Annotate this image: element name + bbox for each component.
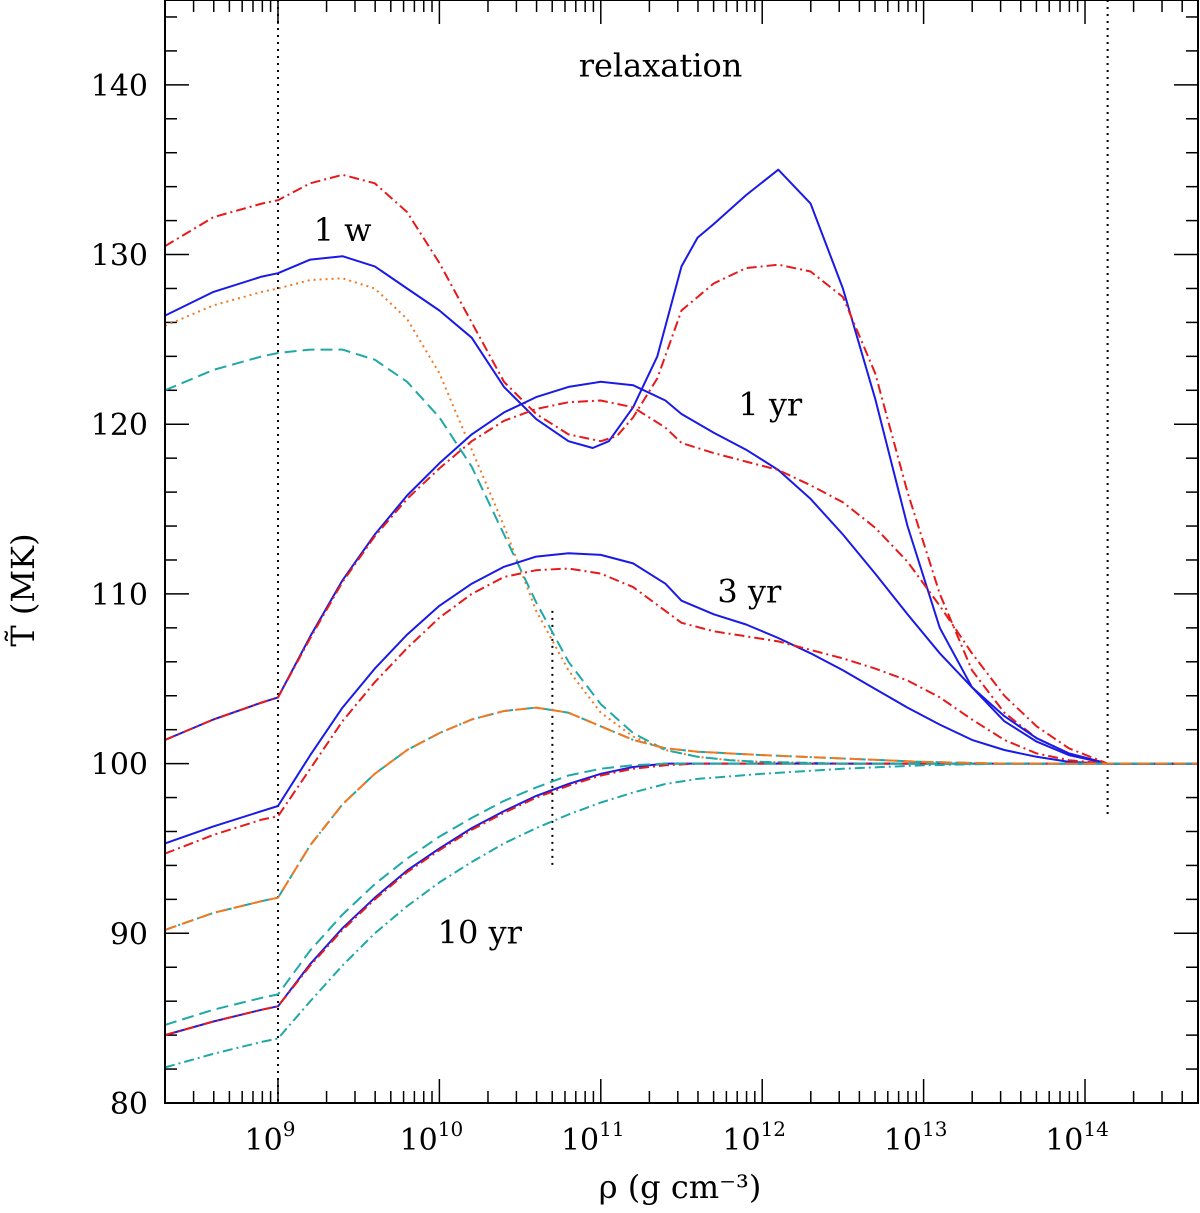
series-line bbox=[164, 762, 1198, 1026]
series-line bbox=[164, 168, 1198, 765]
x-tick-labels: 109 1010 1011 1012 1013 1014 bbox=[245, 1117, 1109, 1158]
x-axis-label: ρ (g cm⁻³) bbox=[599, 1168, 762, 1206]
series-line bbox=[164, 567, 1198, 855]
plot-frame bbox=[164, 0, 1199, 1104]
series-line bbox=[164, 348, 1198, 765]
x-tick-label: 109 bbox=[245, 1117, 296, 1158]
x-tick-label: 1010 bbox=[400, 1117, 464, 1158]
series-group bbox=[164, 168, 1198, 1069]
series-line bbox=[164, 762, 1198, 1037]
series-line bbox=[164, 706, 1198, 931]
y-tick-label: 110 bbox=[91, 578, 148, 613]
x-tick-label: 1013 bbox=[884, 1117, 948, 1158]
series-line bbox=[164, 762, 1198, 1037]
annotation-label: 1 yr bbox=[738, 386, 803, 424]
series-line bbox=[164, 277, 1198, 765]
series-line bbox=[164, 380, 1198, 765]
series-line bbox=[164, 173, 1198, 765]
x-tick-label: 1011 bbox=[561, 1117, 625, 1158]
series-line bbox=[164, 762, 1198, 1069]
axis-ticks bbox=[164, 0, 1199, 1104]
annotation-label: 1 w bbox=[314, 211, 372, 249]
y-tick-label: 100 bbox=[91, 748, 148, 783]
series-line bbox=[164, 552, 1198, 845]
x-tick-label: 1012 bbox=[722, 1117, 786, 1158]
y-axis-label: T̃ (MK) bbox=[4, 533, 42, 646]
y-tick-label: 90 bbox=[110, 917, 148, 952]
annotation-label: relaxation bbox=[579, 46, 743, 84]
annotations: relaxation 1 w 1 yr 3 yr 10 yr bbox=[314, 46, 803, 951]
y-tick-labels: 80 90 100 110 120 130 140 bbox=[91, 69, 148, 1122]
reference-lines bbox=[276, 0, 1109, 1103]
annotation-label: 3 yr bbox=[717, 572, 782, 610]
annotation-label: 10 yr bbox=[438, 913, 523, 951]
y-tick-label: 120 bbox=[91, 408, 148, 443]
y-tick-label: 130 bbox=[91, 239, 148, 274]
y-tick-label: 80 bbox=[110, 1087, 148, 1122]
y-tick-label: 140 bbox=[91, 69, 148, 104]
series-line bbox=[164, 399, 1198, 765]
x-tick-label: 1014 bbox=[1045, 1117, 1109, 1158]
